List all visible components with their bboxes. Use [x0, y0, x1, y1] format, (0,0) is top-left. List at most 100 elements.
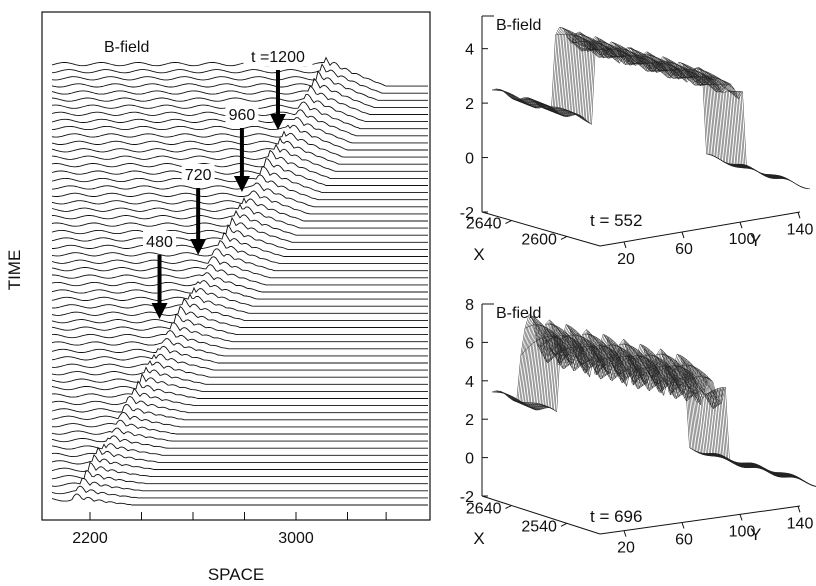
time-profile-line [51, 366, 428, 385]
time-profile-line [51, 477, 428, 492]
arrow-head [269, 114, 286, 130]
x-ticks [89, 512, 387, 520]
time-profile-line [51, 286, 428, 307]
time-profile-line [51, 446, 428, 463]
surface-plot-t552: -2 0 2 4 B-field 2640 2600 X 20 60 100 140 Yt = 552 [460, 15, 814, 268]
time-profile-line [51, 411, 428, 428]
z-tick-label: 6 [465, 335, 474, 352]
time-profile-line [51, 264, 428, 286]
time-profiles [51, 56, 428, 506]
marker-label-bg [143, 231, 177, 251]
time-profile-line [51, 314, 428, 336]
time-profile-line [51, 469, 428, 485]
surface-mesh [491, 313, 816, 487]
time-profile-line [51, 305, 428, 328]
y-tick-mark [681, 231, 685, 239]
x-axis-label: SPACE [208, 565, 264, 584]
time-profile-line [51, 353, 428, 371]
time-profile-line [51, 77, 428, 108]
time-profile-line [51, 70, 428, 101]
y-tick-mark [739, 514, 743, 521]
y-tick-mark [739, 222, 743, 229]
time-profile-line [51, 419, 428, 435]
x-axis-line [481, 495, 601, 535]
z-tick-label: 8 [465, 297, 474, 314]
time-profile-line [51, 404, 428, 421]
y-axis-label: Y [750, 525, 761, 544]
y-tick-label: 140 [787, 221, 814, 238]
time-label: t = 552 [590, 211, 642, 230]
left-panel-title: B-field [104, 39, 149, 56]
time-marker: 720 [181, 164, 215, 255]
x-tick-mark [560, 522, 568, 527]
time-profile-line [51, 216, 428, 243]
y-tick-label: 60 [675, 532, 693, 549]
time-profile-line [52, 239, 428, 265]
time-markers: 480 720 960 t =1200 [143, 46, 313, 319]
y-tick-label: 140 [787, 515, 814, 532]
time-profile-line [51, 427, 428, 442]
time-profile-line [51, 345, 428, 364]
time-profile-line [51, 297, 428, 321]
time-profile-line [52, 329, 428, 350]
time-profile-line [51, 435, 428, 449]
y-tick-mark [797, 212, 801, 219]
surface-wireframe [491, 27, 811, 190]
time-profile-line [51, 231, 428, 257]
z-tick-label: 2 [465, 96, 474, 113]
y-tick-mark [797, 506, 801, 513]
time-profile-line [51, 322, 428, 343]
time-profile-line [51, 493, 428, 506]
y-tick-mark [623, 241, 627, 249]
marker-label: 720 [185, 167, 212, 184]
time-profile-line [51, 380, 428, 399]
surface-title: B-field [496, 305, 541, 322]
y-axis-line [599, 505, 801, 535]
y-tick-label: 60 [675, 241, 693, 258]
marker-label: 960 [229, 107, 256, 124]
x-tick-mark [505, 220, 512, 224]
marker-label: 480 [146, 234, 173, 251]
y-tick-mark [681, 522, 685, 529]
z-tick-label: 4 [465, 42, 474, 59]
x-tick-label: 2640 [466, 501, 502, 518]
time-profile-line [51, 93, 428, 123]
z-tick-label: -2 [460, 205, 474, 222]
time-marker: 960 [225, 104, 259, 192]
time-profile-line [51, 373, 428, 392]
x-tick-mark [560, 236, 568, 240]
x-tick-label: 2640 [466, 216, 502, 233]
x-axis-label: X [473, 245, 484, 264]
arrow-head [151, 303, 168, 319]
x-tick-label: 2540 [521, 518, 557, 535]
time-profile-line [51, 203, 428, 229]
time-profile-line [51, 56, 428, 87]
z-tick-label: -2 [460, 489, 474, 506]
y-axis-label: Y [750, 231, 761, 250]
x-tick-mark [505, 505, 512, 509]
time-profile-line [51, 360, 428, 378]
y-tick-label: 100 [729, 523, 756, 540]
x-tick-label: 2600 [521, 231, 557, 248]
surface-title: B-field [496, 17, 541, 34]
time-profile-line [51, 256, 428, 279]
time-profile-line [51, 485, 428, 499]
z-tick-label: 4 [465, 374, 474, 391]
surface-plot-t696: -2 0 2 4 6 8 B-field 2640 2540 X 20 60 100 140 Yt = 69… [460, 297, 816, 557]
x-axis-label: X [473, 529, 484, 548]
y-tick-label: 100 [729, 231, 756, 248]
arrow-head [190, 239, 207, 255]
time-profile-line [51, 443, 428, 456]
x-tick-label: 3000 [278, 530, 314, 547]
time-profile-line [51, 63, 428, 94]
time-profile-line [52, 272, 428, 293]
time-profile-line [51, 85, 428, 115]
marker-label-bg [181, 164, 215, 184]
surface-mesh [491, 27, 811, 190]
time-profile-line [51, 293, 428, 314]
time-marker: 480 [143, 231, 177, 319]
time-profile-line [51, 190, 428, 215]
time-profile-line [51, 209, 428, 236]
time-marker: t =1200 [243, 46, 313, 130]
